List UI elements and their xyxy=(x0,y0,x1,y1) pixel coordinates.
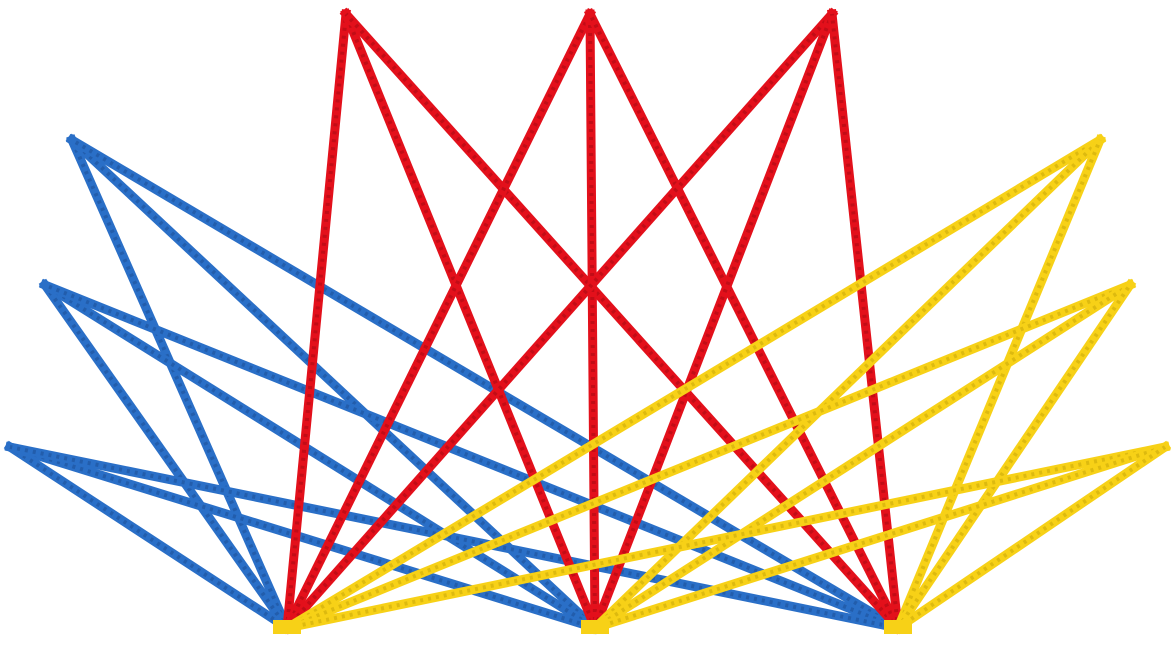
red-beam-studs xyxy=(344,13,597,629)
blue-beam xyxy=(4,441,904,634)
red-beam-studs xyxy=(344,12,900,630)
red-beam-studs xyxy=(285,13,592,629)
blue-beam xyxy=(65,133,905,635)
blue-beam xyxy=(3,440,294,635)
blue-beam-studs xyxy=(43,283,289,630)
red-beam-studs xyxy=(285,12,834,630)
red-beam-studs xyxy=(593,13,834,629)
blue-beam-studs xyxy=(9,445,596,630)
yellow-beam-studs xyxy=(896,283,1132,630)
yellow-beam-studs xyxy=(593,283,1132,630)
yellow-beam-studs xyxy=(286,445,1166,630)
blue-beam-studs xyxy=(44,283,899,630)
red-beam xyxy=(585,9,600,633)
yellow-beam-studs xyxy=(896,139,1102,629)
red-beam-studs xyxy=(285,13,348,629)
yellow-beam-studs xyxy=(593,138,1102,630)
blue-beam xyxy=(38,278,602,635)
yellow-beam xyxy=(281,279,1136,634)
red-beam-studs xyxy=(588,13,900,629)
base-block xyxy=(273,620,301,634)
red-beam-studs xyxy=(830,13,900,629)
yellow-beam-studs xyxy=(896,445,1167,630)
base-block xyxy=(884,620,912,634)
base-block xyxy=(581,620,609,634)
yellow-beam-studs xyxy=(285,138,1102,630)
yellow-beam-studs xyxy=(594,445,1166,630)
blue-beam-studs xyxy=(70,139,289,629)
